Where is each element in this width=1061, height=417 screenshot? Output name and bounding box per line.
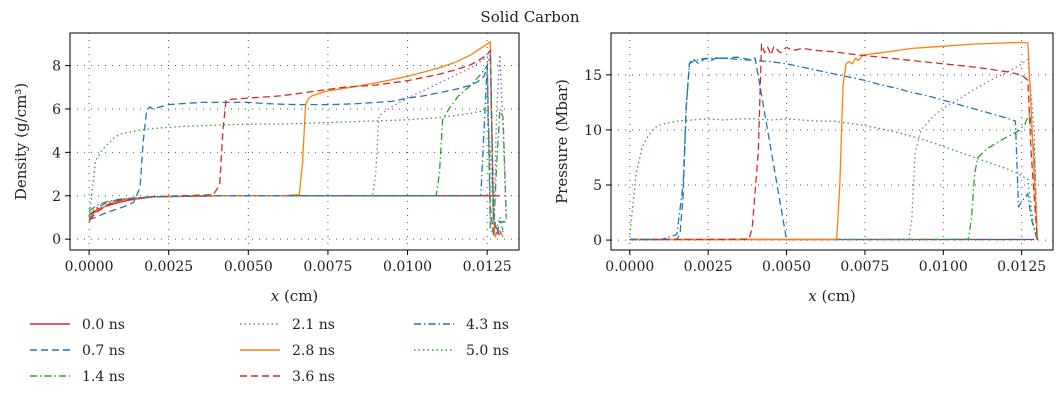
series-line-1-4-ns bbox=[629, 112, 1038, 241]
y-tick-label: 4 bbox=[52, 145, 61, 161]
pressure-frame bbox=[610, 32, 1054, 251]
legend-item: 4.3 ns bbox=[414, 317, 509, 333]
series-line-2-8-ns bbox=[629, 41, 1038, 241]
pressure-x-axis-label: x (cm) bbox=[808, 287, 856, 305]
legend-item: 3.6 ns bbox=[240, 369, 335, 385]
x-tick-label: 0.0025 bbox=[684, 259, 733, 275]
x-tick-label: 0.0050 bbox=[762, 259, 811, 275]
series-line-3-6-ns bbox=[88, 49, 501, 236]
pressure-plot: 0.0000 0.0025 0.0050 0.0075 0.0100 0.0125 0 5 10… bbox=[553, 32, 1054, 305]
x-tick-label: 0.0000 bbox=[605, 259, 654, 275]
series-line-4-3-ns bbox=[629, 57, 1038, 241]
series-line-1-4-ns bbox=[88, 64, 507, 236]
legend-item: 5.0 ns bbox=[414, 343, 509, 359]
legend-label: 0.7 ns bbox=[82, 343, 125, 359]
y-tick-label: 5 bbox=[593, 178, 602, 194]
y-tick-label: 0 bbox=[52, 232, 61, 248]
legend-item: 1.4 ns bbox=[30, 369, 125, 385]
y-tick-label: 10 bbox=[584, 123, 602, 139]
density-x-axis-label: x (cm) bbox=[271, 287, 319, 305]
legend-label: 5.0 ns bbox=[466, 343, 509, 359]
legend: 0.0 ns 0.7 ns 1.4 ns 2.1 ns 2.8 ns 3.6 ns 4.3 … bbox=[30, 317, 509, 385]
legend-label: 3.6 ns bbox=[292, 369, 335, 385]
legend-label: 0.0 ns bbox=[82, 317, 125, 333]
x-tick-label: 0.0000 bbox=[65, 259, 114, 275]
legend-label: 4.3 ns bbox=[466, 317, 509, 333]
x-tick-label: 0.0100 bbox=[919, 259, 968, 275]
legend-item: 2.8 ns bbox=[240, 343, 335, 359]
x-tick-label: 0.0075 bbox=[840, 259, 889, 275]
y-tick-label: 6 bbox=[52, 102, 61, 118]
figure-title: Solid Carbon bbox=[480, 8, 579, 26]
density-frame bbox=[69, 32, 520, 251]
y-tick-label: 15 bbox=[584, 68, 602, 84]
pressure-series bbox=[629, 41, 1038, 241]
series-line-4-3-ns bbox=[88, 54, 504, 236]
legend-label: 2.1 ns bbox=[292, 317, 335, 333]
y-tick-label: 0 bbox=[593, 233, 602, 249]
legend-label: 1.4 ns bbox=[82, 369, 125, 385]
series-line-0-7-ns bbox=[88, 64, 507, 236]
density-plot: 0.0000 0.0025 0.0050 0.0075 0.0100 0.0125 0 2 4 6… bbox=[12, 32, 520, 305]
y-tick-label: 8 bbox=[52, 59, 61, 75]
density-y-axis-label: Density (g/cm³) bbox=[12, 83, 30, 200]
series-line-3-6-ns bbox=[629, 43, 1038, 241]
x-tick-label: 0.0125 bbox=[463, 259, 512, 275]
series-line-5-0-ns bbox=[88, 108, 504, 233]
legend-label: 2.8 ns bbox=[292, 343, 335, 359]
x-tick-label: 0.0075 bbox=[303, 259, 352, 275]
pressure-y-axis-label: Pressure (Mbar) bbox=[553, 79, 571, 204]
x-tick-label: 0.0025 bbox=[144, 259, 193, 275]
legend-item: 2.1 ns bbox=[240, 317, 335, 333]
x-tick-label: 0.0100 bbox=[383, 259, 432, 275]
series-line-5-0-ns bbox=[629, 118, 1038, 241]
density-series bbox=[88, 41, 507, 238]
legend-item: 0.0 ns bbox=[30, 317, 125, 333]
series-line-0-7-ns bbox=[629, 56, 1032, 241]
series-line-0-0-ns bbox=[88, 195, 500, 223]
series-line-2-1-ns bbox=[629, 58, 1038, 241]
density-grid bbox=[70, 33, 519, 250]
x-tick-label: 0.0125 bbox=[997, 259, 1046, 275]
x-tick-label: 0.0050 bbox=[224, 259, 273, 275]
legend-item: 0.7 ns bbox=[30, 343, 125, 359]
pressure-grid bbox=[611, 33, 1053, 250]
series-line-2-1-ns bbox=[88, 54, 507, 236]
y-tick-label: 2 bbox=[52, 189, 61, 205]
